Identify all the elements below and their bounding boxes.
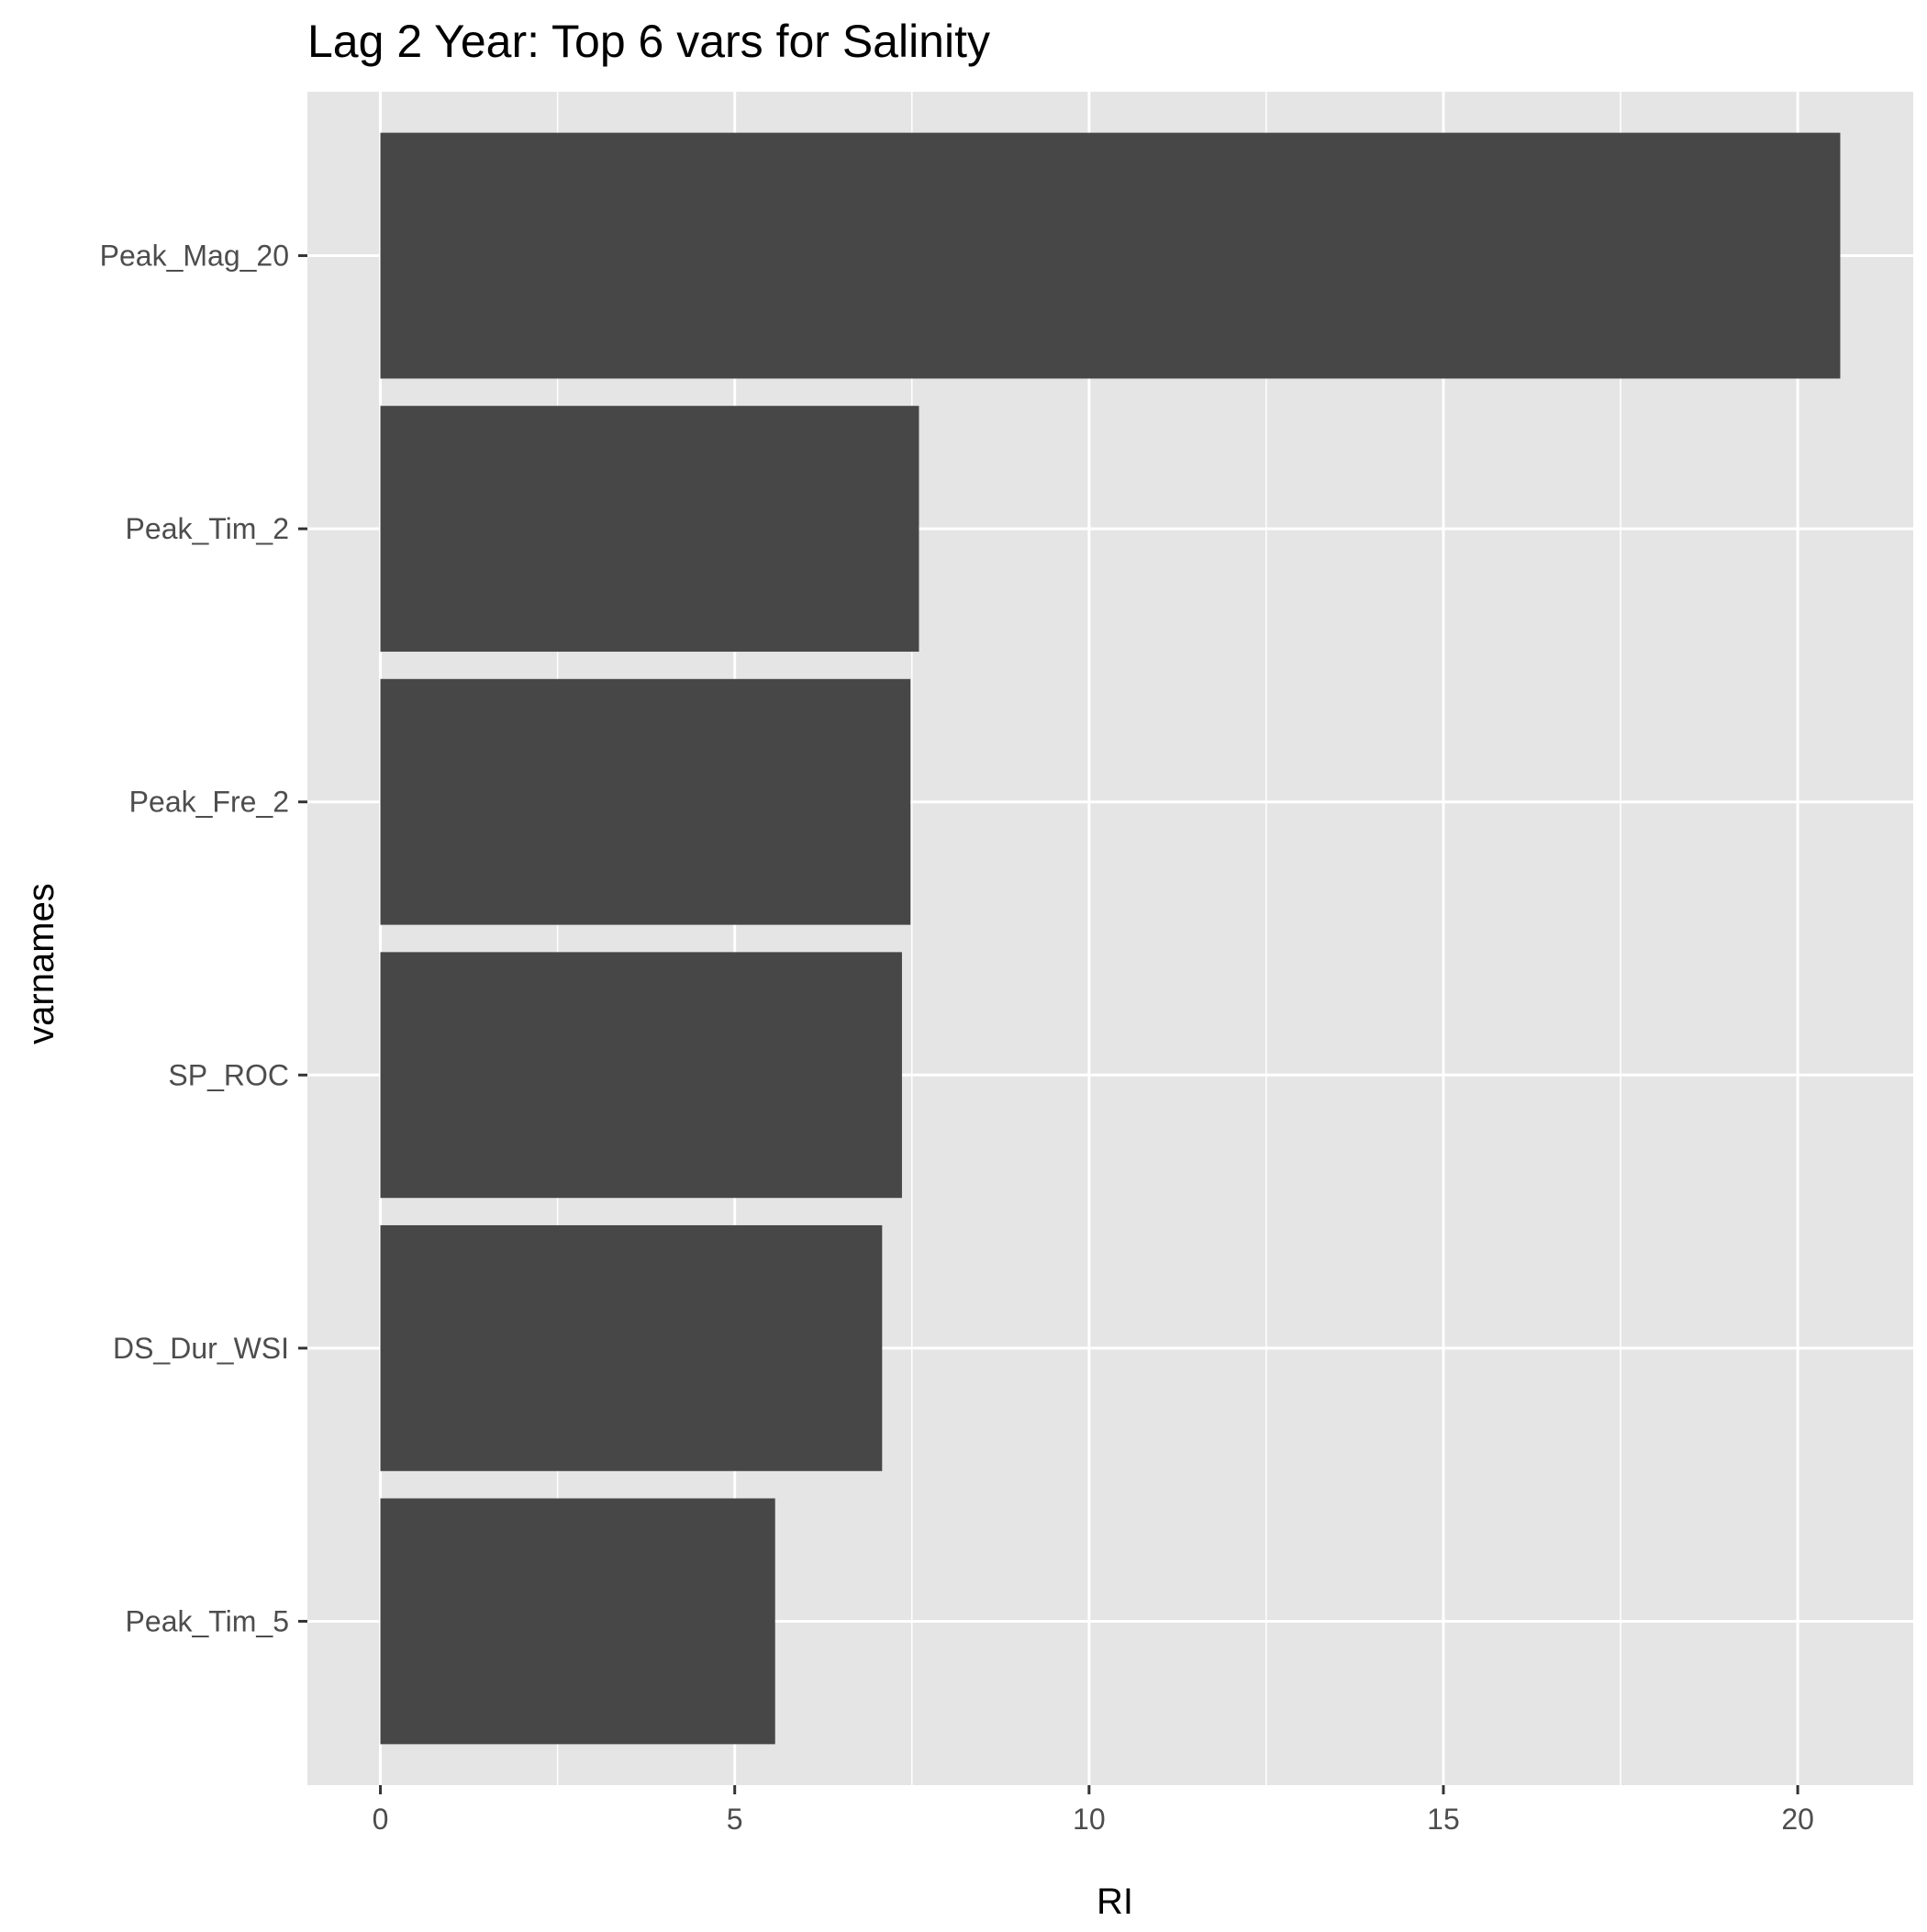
bars	[380, 132, 1841, 1745]
y-axis: Peak_Mag_20 Peak_Tim_2 Peak_Fre_2 SP_ROC DS_…	[100, 240, 307, 1637]
bar	[380, 132, 1841, 379]
bar	[380, 952, 902, 1199]
bar	[380, 1498, 775, 1745]
y-tick-label: DS_Dur_WSI	[113, 1332, 289, 1365]
bar	[380, 406, 919, 653]
bar	[380, 678, 911, 925]
y-tick-label: Peak_Fre_2	[129, 786, 289, 819]
bar	[380, 1224, 883, 1471]
y-axis-title: varnames	[21, 883, 61, 1044]
y-tick-label: Peak_Tim_5	[126, 1604, 289, 1637]
x-tick-label: 5	[727, 1803, 743, 1836]
x-axis: 0 5 10 15 20	[373, 1785, 1814, 1836]
y-tick-label: Peak_Tim_2	[126, 512, 289, 545]
x-axis-title: RI	[1097, 1882, 1133, 1922]
y-tick-label: Peak_Mag_20	[100, 240, 289, 273]
x-tick-label: 10	[1073, 1803, 1106, 1836]
chart-title: Lag 2 Year: Top 6 vars for Salinity	[307, 16, 990, 67]
x-tick-label: 15	[1427, 1803, 1460, 1836]
x-tick-label: 0	[373, 1803, 389, 1836]
y-tick-label: SP_ROC	[168, 1058, 289, 1091]
x-tick-label: 20	[1781, 1803, 1814, 1836]
